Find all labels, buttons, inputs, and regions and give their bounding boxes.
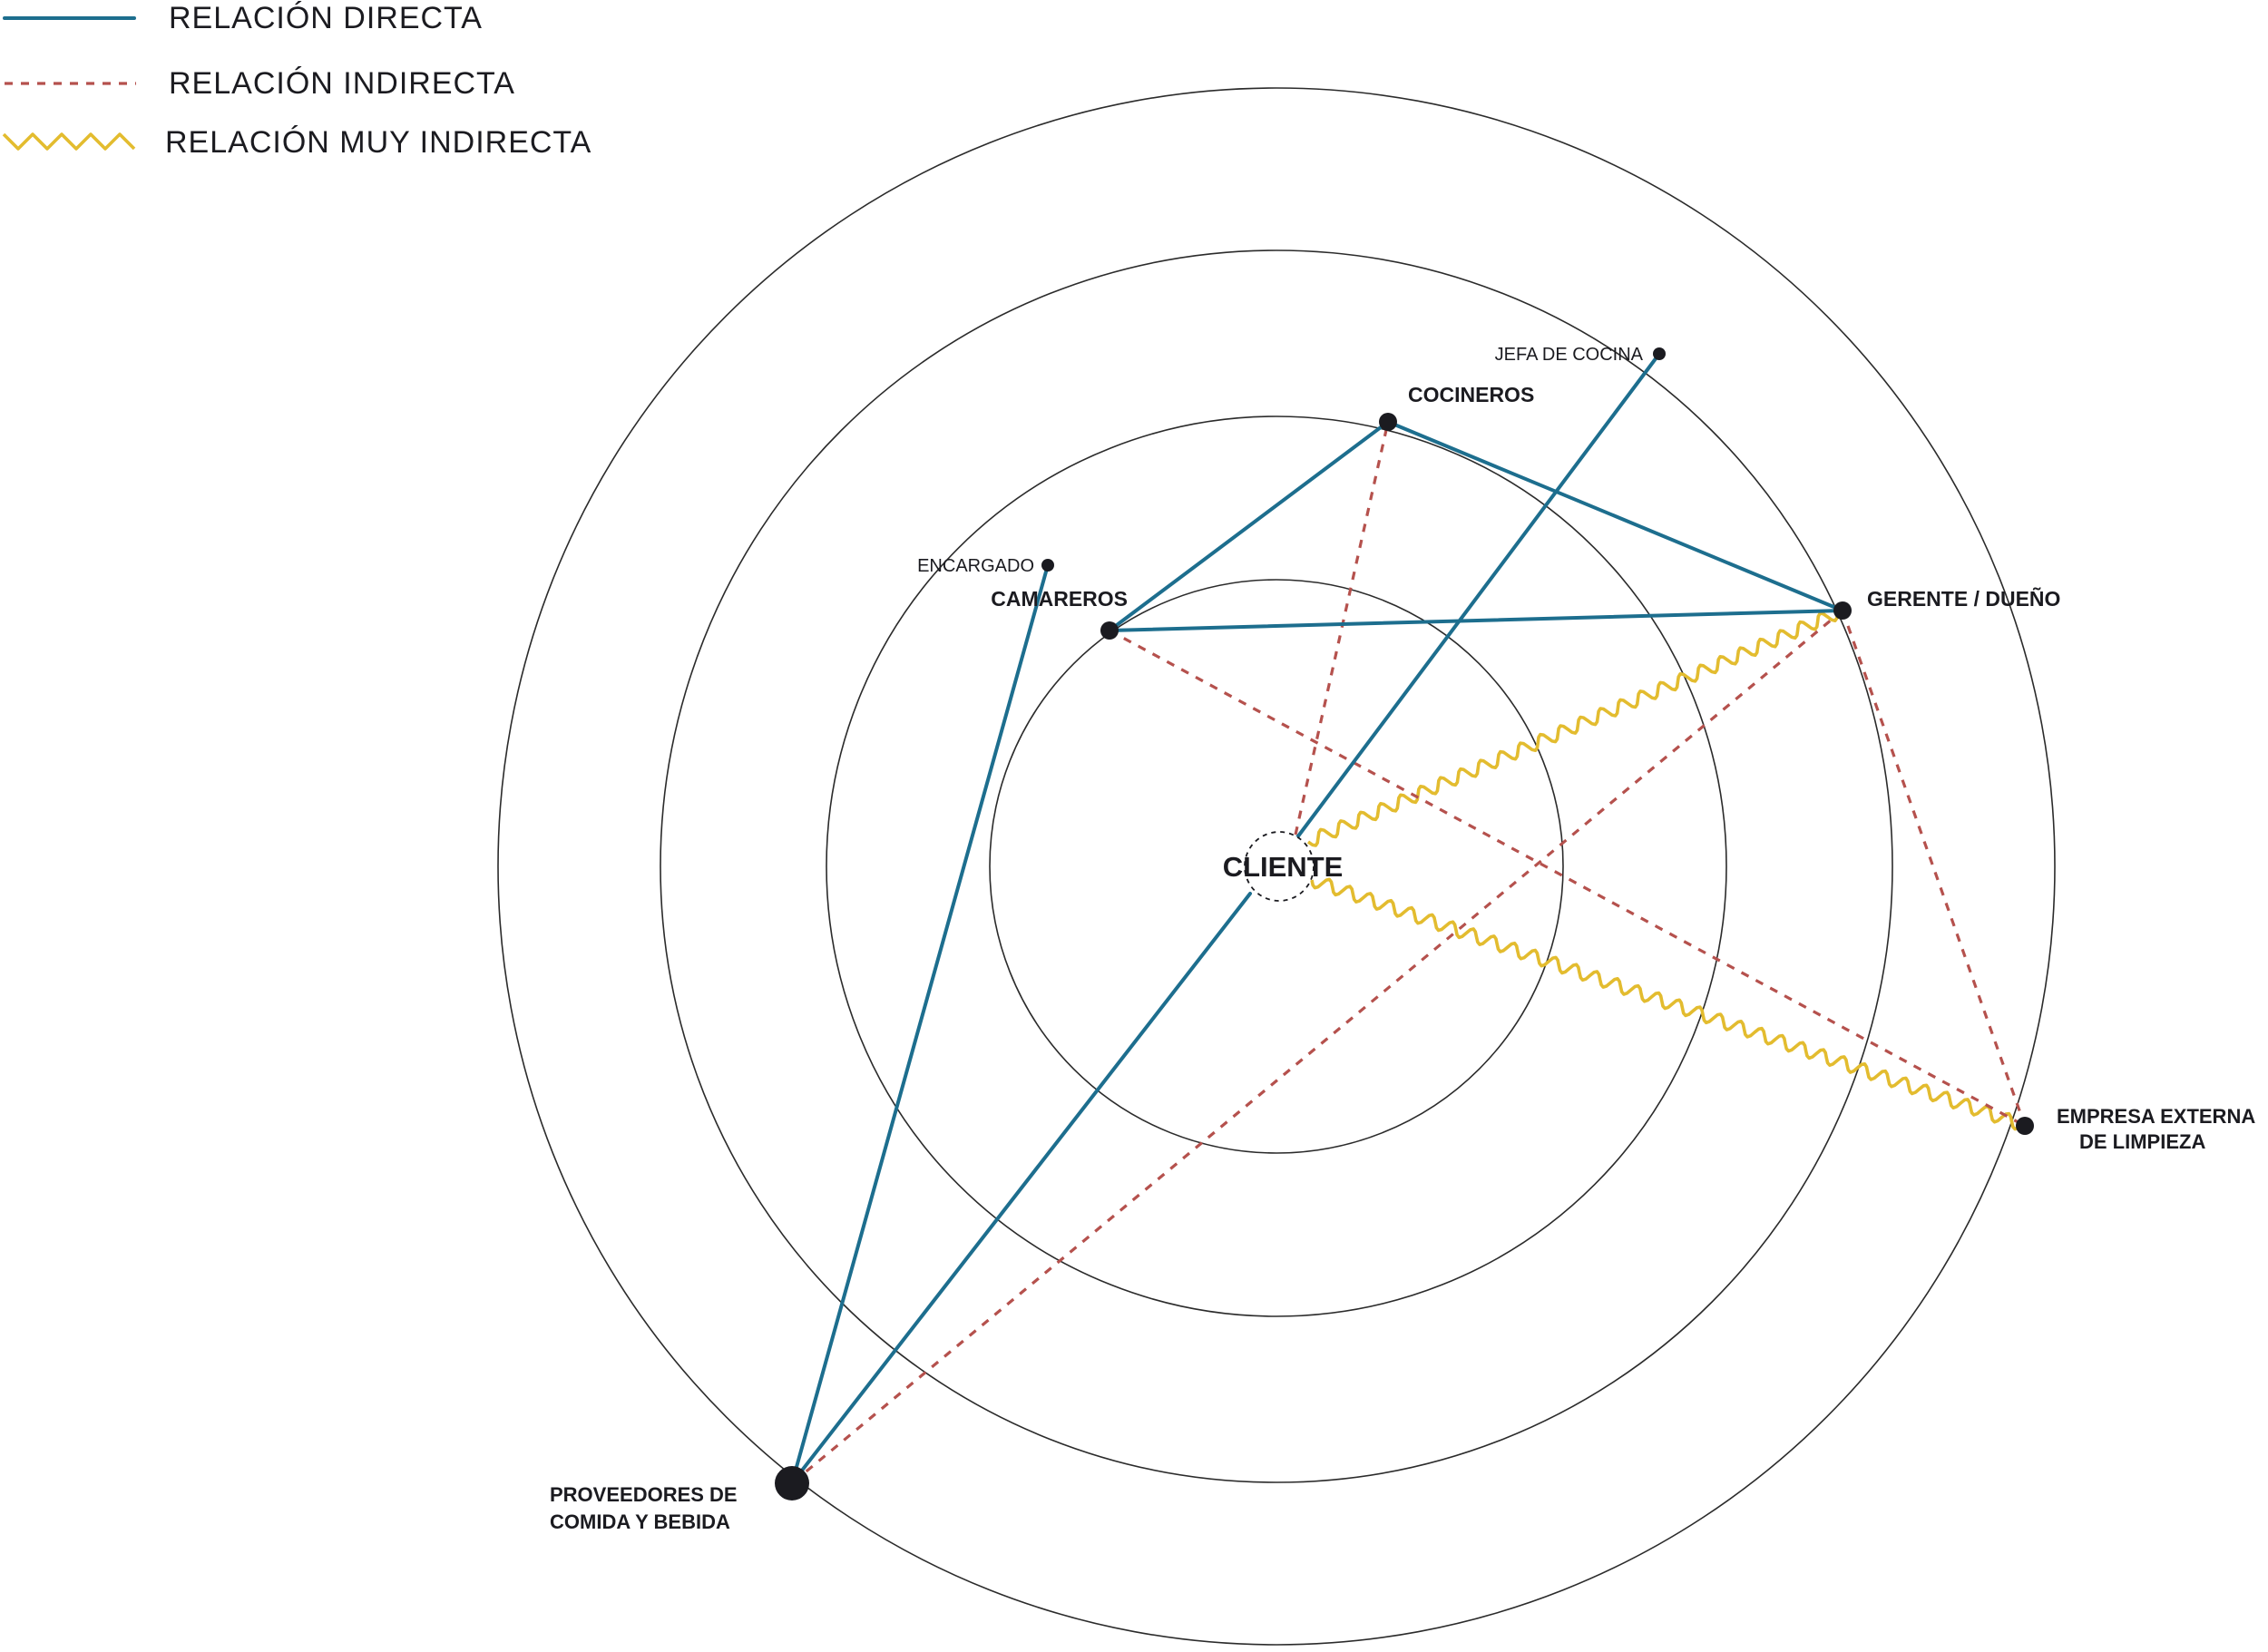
- legend: RELACIÓN DIRECTA RELACIÓN INDIRECTA RELA…: [2, 1, 591, 160]
- encargado-label: ENCARGADO: [917, 556, 1034, 576]
- camareros-label: CAMAREROS: [991, 587, 1128, 611]
- gerente-label: GERENTE / DUEÑO: [1867, 586, 2060, 611]
- legend-very-indirect-label: RELACIÓN MUY INDIRECTA: [165, 125, 591, 160]
- legend-direct-label: RELACIÓN DIRECTA: [169, 1, 483, 35]
- legend-indirect-label: RELACIÓN INDIRECTA: [169, 66, 515, 101]
- node-encargado: [1041, 559, 1054, 572]
- client-label: CLIENTE: [1223, 851, 1344, 883]
- node-cocineros: [1379, 413, 1397, 431]
- direct-line-encargado-proveedores: [790, 563, 1050, 1485]
- proveedores-label-line2: COMIDA Y BEBIDA: [550, 1510, 730, 1533]
- indirect-line-gerente-empresa: [1841, 610, 2027, 1127]
- indirect-line-camareros-empresa: [1109, 629, 2026, 1128]
- indirect-line-cliente-cocineros: [1294, 421, 1390, 836]
- ring-1: [989, 579, 1564, 1154]
- node-proveedores: [775, 1466, 809, 1500]
- direct-line-camareros-cocineros: [1108, 420, 1390, 632]
- very-indirect-line-cliente-gerente: [1306, 603, 1842, 847]
- ring-4: [497, 87, 2056, 1646]
- node-jefa-de-cocina: [1653, 347, 1666, 360]
- legend-very-indirect-swatch: [2, 132, 136, 151]
- node-camareros: [1100, 621, 1119, 640]
- jefa-de-cocina-label: JEFA DE COCINA: [1495, 345, 1644, 365]
- very-indirect-relations: [1306, 603, 2028, 1131]
- indirect-relations: [790, 421, 2027, 1485]
- direct-line-cocineros-gerente: [1386, 420, 1844, 612]
- node-gerente: [1833, 601, 1852, 620]
- proveedores-label-line1: PROVEEDORES DE: [550, 1483, 738, 1506]
- ring-2: [826, 415, 1727, 1317]
- client-center-circle: [1244, 831, 1315, 902]
- very-indirect-line-cliente-empresa: [1310, 877, 2028, 1131]
- direct-line-cliente-jefa: [1295, 352, 1661, 839]
- direct-line-camareros-gerente: [1108, 609, 1844, 632]
- cocineros-label: COCINEROS: [1408, 383, 1534, 406]
- direct-line-cliente-proveedores: [790, 892, 1252, 1485]
- direct-relations: [790, 352, 1844, 1485]
- rings: [497, 87, 2056, 1646]
- ring-3: [660, 249, 1893, 1483]
- empresa-label-line2: DE LIMPIEZA: [2079, 1130, 2205, 1153]
- empresa-label-line1: EMPRESA EXTERNA: [2057, 1105, 2255, 1128]
- node-empresa-limpieza: [2016, 1117, 2034, 1135]
- nodes: [775, 347, 2034, 1500]
